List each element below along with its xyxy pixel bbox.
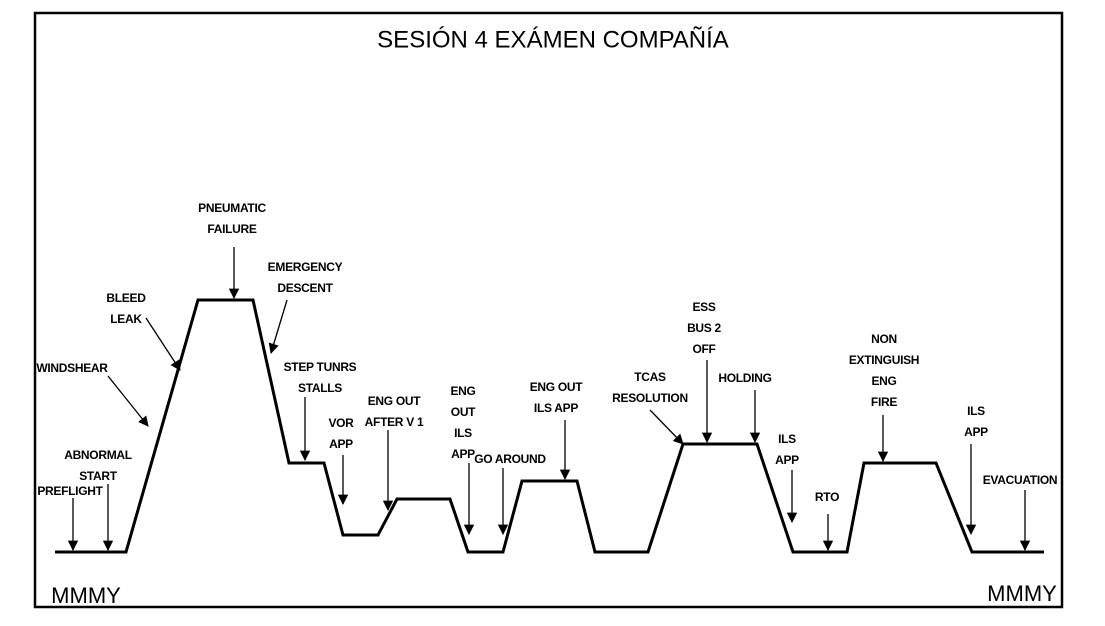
label-line: PREFLIGHT: [37, 484, 103, 498]
label-line: ESS: [692, 300, 715, 314]
label-line: BLEED: [106, 291, 146, 305]
label-line: ILS APP: [534, 401, 578, 415]
label-line: NON: [871, 332, 897, 346]
arrow: [649, 409, 684, 445]
label-line: ILS: [967, 404, 985, 418]
arrow: [107, 375, 149, 427]
label-line: VOR: [328, 416, 354, 430]
label-line: PNEUMATIC: [198, 201, 266, 215]
flight-profile: [55, 298, 1044, 554]
label-line: STALLS: [298, 381, 342, 395]
corner-label: MMMY: [987, 581, 1057, 606]
label-line: GO AROUND: [474, 452, 546, 466]
label-line: OUT: [451, 405, 476, 419]
arrow: [268, 299, 288, 354]
label-line: OFF: [692, 342, 715, 356]
title: SESIÓN 4 EXÁMEN COMPAÑÍA: [377, 26, 729, 53]
label-line: WINDSHEAR: [36, 361, 108, 375]
label-line: DESCENT: [277, 281, 333, 295]
label-line: LEAK: [110, 312, 142, 326]
label-line: ABNORMAL: [64, 448, 132, 462]
arrow: [145, 317, 181, 371]
label-line: EXTINGUISH: [849, 353, 919, 367]
frame: [33, 11, 1064, 609]
label-line: FIRE: [871, 395, 897, 409]
label-line: APP: [451, 447, 475, 461]
label-line: ILS: [778, 432, 796, 446]
label-line: TCAS: [634, 370, 666, 384]
label-line: FAILURE: [207, 222, 257, 236]
label-line: ENG OUT: [530, 380, 584, 394]
label-line: APP: [964, 425, 988, 439]
label-line: AFTER V 1: [365, 415, 424, 429]
label-line: ENG OUT: [368, 394, 422, 408]
label-line: STEP TUNRS: [284, 360, 357, 374]
label-line: ENG: [871, 374, 896, 388]
label-line: RESOLUTION: [612, 391, 688, 405]
label-line: EVACUATION: [983, 473, 1058, 487]
label-line: RTO: [815, 490, 839, 504]
label-line: APP: [329, 437, 353, 451]
corner-label: MMMY: [51, 583, 121, 608]
label-line: START: [79, 469, 118, 483]
label-line: ILS: [454, 426, 472, 440]
label-line: BUS 2: [687, 321, 721, 335]
label-line: HOLDING: [718, 371, 771, 385]
label-line: EMERGENCY: [268, 260, 343, 274]
label-line: ENG: [450, 384, 475, 398]
label-line: APP: [775, 453, 799, 467]
